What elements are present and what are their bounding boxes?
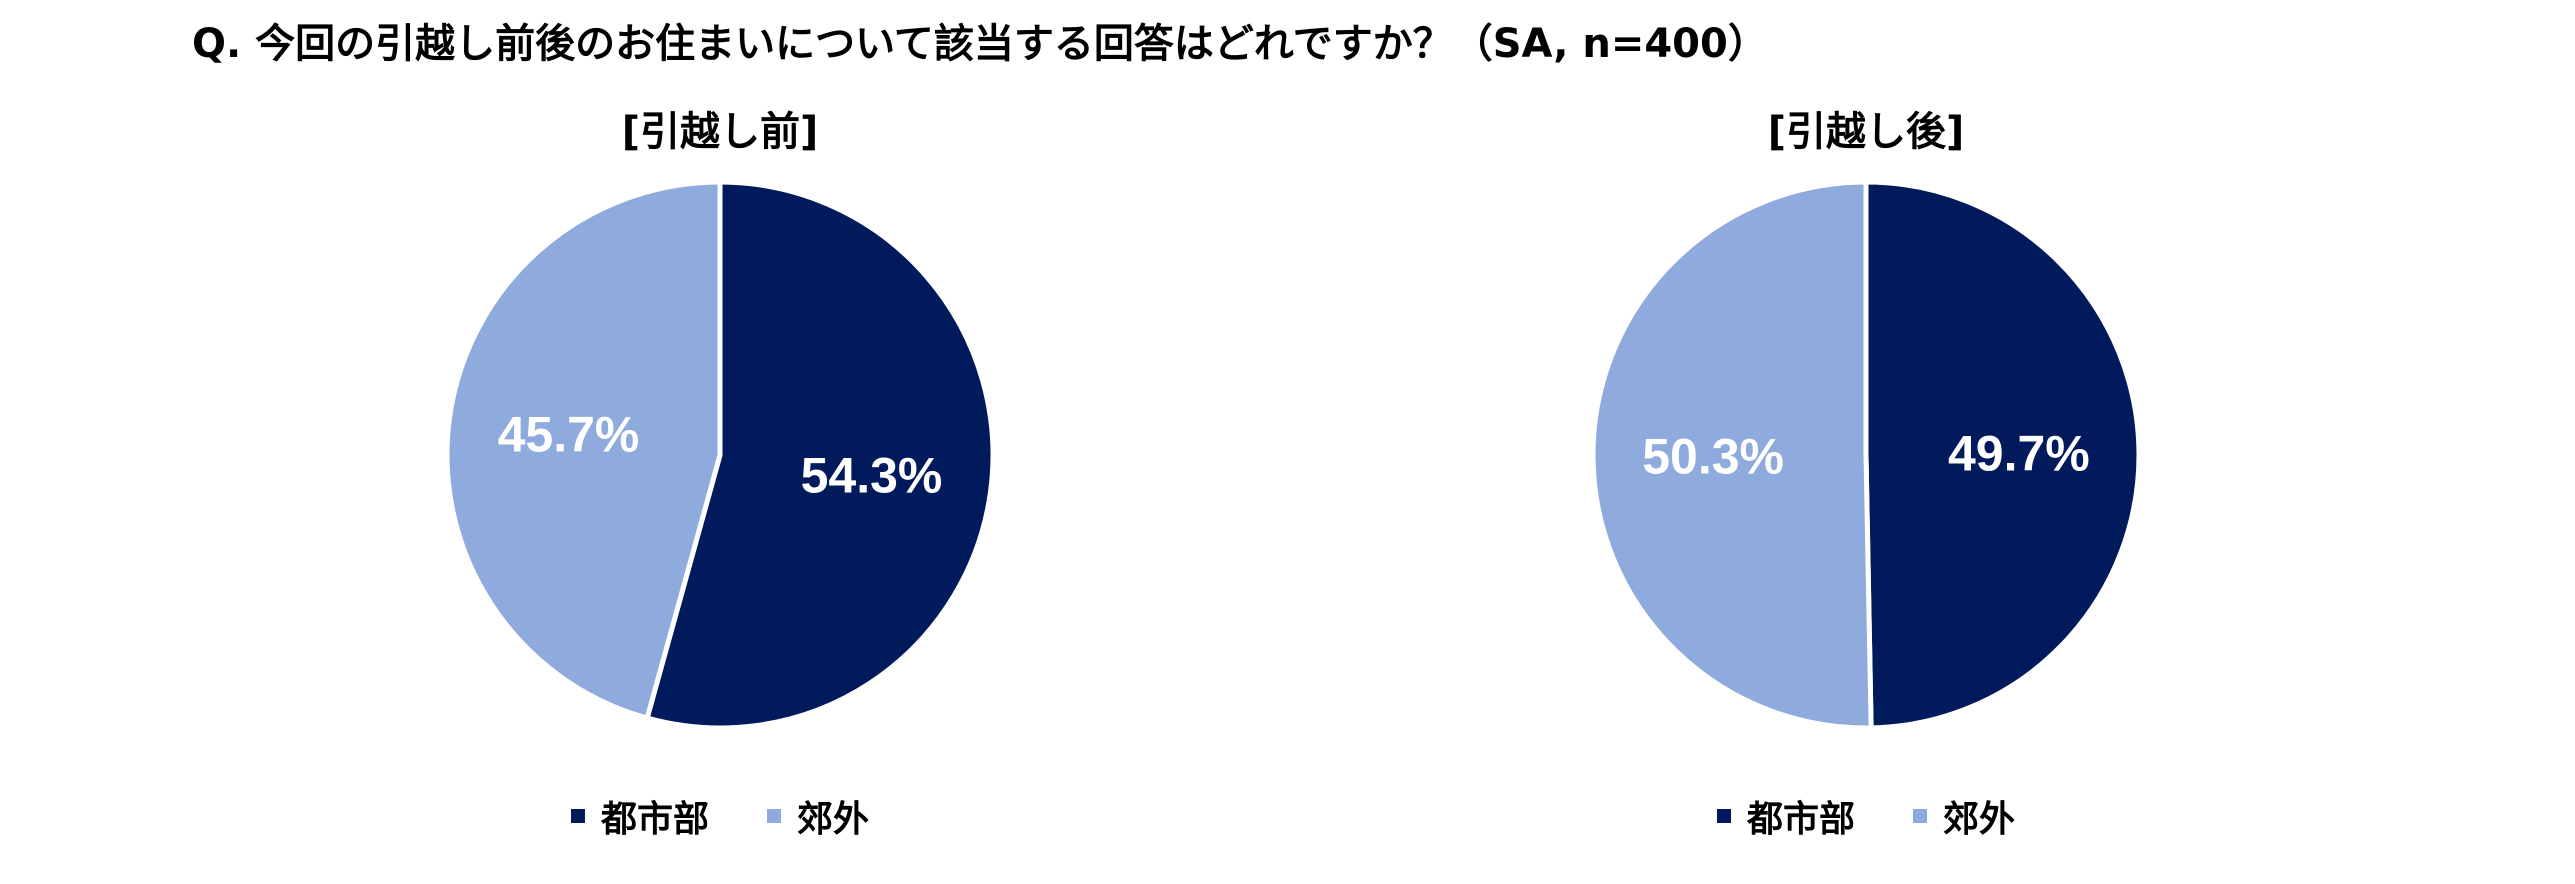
legend-item-series-2: 郊外 xyxy=(767,790,869,842)
legend-swatch-series-2 xyxy=(1913,809,1927,823)
legend: 都市部 郊外 xyxy=(170,790,1270,842)
pie-chart-after: [引越し後] 49.7% 50.3% 都市部 郊外 xyxy=(1316,0,2416,884)
legend-swatch-series-1 xyxy=(570,809,585,823)
chart-title: [引越し後] xyxy=(1767,109,1965,155)
pie-data-label-2: 50.3% xyxy=(1642,428,1784,484)
pie-data-label-2: 45.7% xyxy=(498,406,640,462)
pie-slice-1 xyxy=(1863,179,2142,731)
pie-chart-before: [引越し前] 54.3% 45.7% 都市部 郊外 xyxy=(170,0,1270,884)
legend-item-series-2: 郊外 xyxy=(1913,790,2015,842)
pie-slice-2 xyxy=(444,179,723,721)
pie-graphic: 49.7% 50.3% xyxy=(1590,179,2142,731)
pie-slice-2 xyxy=(1590,179,1874,731)
pie-graphic: 54.3% 45.7% xyxy=(444,179,996,731)
legend-label-series-1: 都市部 xyxy=(1746,799,1855,840)
legend-swatch-series-1 xyxy=(1716,809,1731,823)
question-title: Q. 今回の引越し前後のお住まいについて該当する回答はどれですか？（SA, n=… xyxy=(192,21,1768,67)
legend-label-series-1: 都市部 xyxy=(600,799,709,840)
legend-label-series-2: 郊外 xyxy=(1943,799,2016,840)
pie-slice-1 xyxy=(644,179,996,731)
legend-label-series-2: 郊外 xyxy=(797,799,870,840)
legend: 都市部 郊外 xyxy=(1316,790,2416,842)
legend-item-series-1: 都市部 xyxy=(570,790,709,842)
pie-data-label-1: 49.7% xyxy=(1948,426,2090,482)
legend-swatch-series-2 xyxy=(767,809,781,823)
legend-item-series-1: 都市部 xyxy=(1716,790,1855,842)
chart-title: [引越し前] xyxy=(621,109,819,155)
pie-data-label-1: 54.3% xyxy=(801,448,943,504)
